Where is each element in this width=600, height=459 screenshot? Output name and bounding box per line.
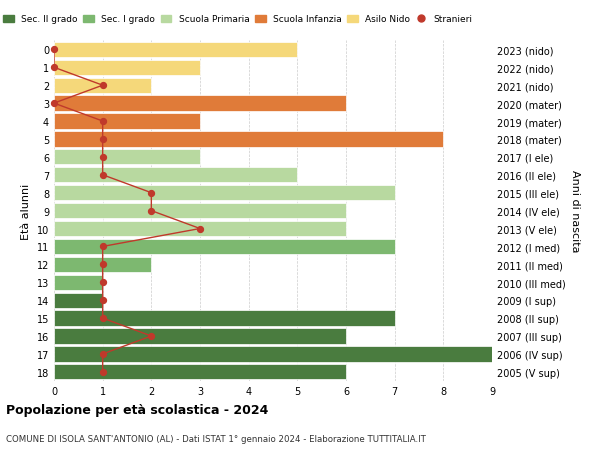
Bar — [54, 311, 395, 326]
Bar — [54, 239, 395, 254]
Point — [98, 118, 107, 125]
Bar — [54, 257, 151, 272]
Bar — [54, 203, 346, 219]
Bar — [54, 150, 200, 165]
Point — [49, 100, 59, 107]
Bar — [54, 168, 298, 183]
Point — [146, 190, 156, 197]
Bar — [54, 364, 346, 380]
Bar — [54, 43, 298, 58]
Point — [98, 154, 107, 161]
Point — [98, 243, 107, 251]
Point — [98, 297, 107, 304]
Point — [195, 225, 205, 233]
Bar — [54, 114, 200, 129]
Bar — [54, 347, 492, 362]
Y-axis label: Anni di nascita: Anni di nascita — [569, 170, 580, 252]
Point — [98, 279, 107, 286]
Point — [146, 207, 156, 215]
Bar — [54, 293, 103, 308]
Text: COMUNE DI ISOLA SANT'ANTONIO (AL) - Dati ISTAT 1° gennaio 2024 - Elaborazione TU: COMUNE DI ISOLA SANT'ANTONIO (AL) - Dati… — [6, 434, 426, 442]
Bar — [54, 329, 346, 344]
Bar — [54, 96, 346, 112]
Point — [98, 82, 107, 90]
Point — [98, 172, 107, 179]
Bar — [54, 275, 103, 290]
Point — [98, 315, 107, 322]
Point — [146, 333, 156, 340]
Bar — [54, 132, 443, 147]
Bar — [54, 78, 151, 94]
Legend: Sec. II grado, Sec. I grado, Scuola Primaria, Scuola Infanzia, Asilo Nido, Stran: Sec. II grado, Sec. I grado, Scuola Prim… — [0, 12, 476, 28]
Point — [98, 351, 107, 358]
Bar — [54, 221, 346, 237]
Bar — [54, 61, 200, 76]
Point — [98, 136, 107, 143]
Text: Popolazione per età scolastica - 2024: Popolazione per età scolastica - 2024 — [6, 403, 268, 416]
Point — [98, 261, 107, 269]
Bar — [54, 185, 395, 201]
Point — [49, 46, 59, 54]
Y-axis label: Età alunni: Età alunni — [21, 183, 31, 239]
Point — [49, 64, 59, 72]
Point — [98, 369, 107, 376]
